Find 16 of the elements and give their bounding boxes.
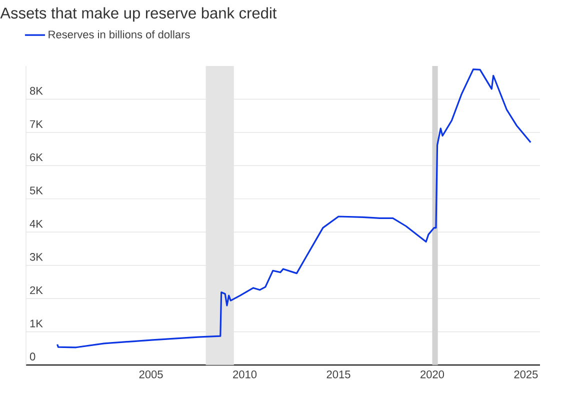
y-tick-label: 4K [30, 220, 43, 228]
y-tick-label: 1K [30, 320, 43, 328]
y-tick-label: 0 [30, 352, 36, 360]
x-tick-label: 2005 [139, 370, 163, 378]
chart-title: Assets that make up reserve bank credit [0, 7, 277, 22]
y-tick-label: 2K [30, 286, 43, 294]
y-tick-label: 6K [30, 153, 43, 162]
y-tick-label: 5K [30, 186, 43, 194]
y-tick-label: 8K [30, 86, 43, 95]
x-tick-label: 2015 [326, 370, 350, 378]
legend-label: Reserves in billions of dollars [48, 30, 190, 38]
x-tick-label: 2010 [233, 370, 257, 378]
y-tick-label: 3K [30, 253, 43, 261]
x-tick-label: 2025 [514, 370, 538, 378]
y-tick-label: 7K [30, 120, 43, 128]
x-tick-label: 2020 [420, 370, 444, 378]
